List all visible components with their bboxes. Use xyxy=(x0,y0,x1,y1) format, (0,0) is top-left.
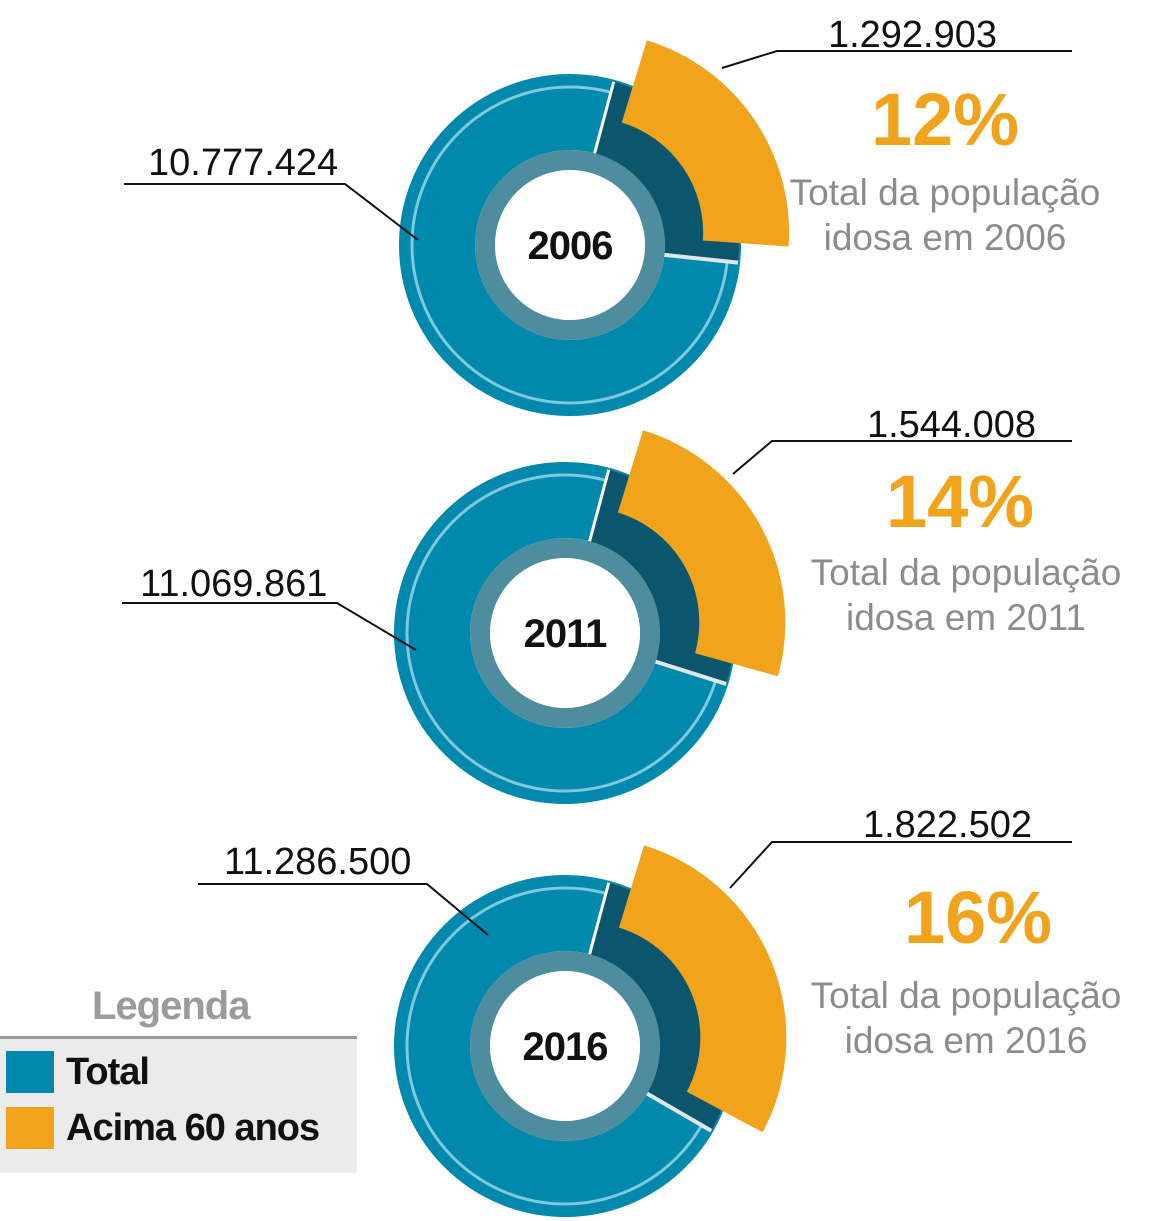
donut-shadow-2011 xyxy=(589,469,734,684)
legend-swatch-total xyxy=(6,1051,54,1093)
value-label-senior-2006: 1.292.903 xyxy=(828,14,997,56)
donut-senior-2011 xyxy=(617,430,786,677)
caption-line-2-2006: idosa em 2006 xyxy=(824,217,1067,258)
value-label-total-2011: 11.069.861 xyxy=(140,563,327,605)
donut-center-2011 xyxy=(490,558,640,708)
leader-total-2011 xyxy=(122,602,417,651)
legend-label-senior: Acima 60 anos xyxy=(66,1106,320,1149)
donut-senior-2006 xyxy=(621,40,790,247)
donut-year-label-2006: 2006 xyxy=(528,224,613,268)
donut-inner-band-2016 xyxy=(470,951,660,1141)
donut-center-2006 xyxy=(495,170,645,320)
caption-line-1-2016: Total da população xyxy=(811,975,1122,1016)
legend-label-total: Total xyxy=(66,1050,150,1093)
donut-center-2016 xyxy=(490,971,640,1121)
leader-senior-2011 xyxy=(732,440,1072,475)
caption-line-1-2011: Total da população xyxy=(811,552,1122,593)
legend-title: Legenda xyxy=(92,984,250,1028)
percent-label-2016: 16% xyxy=(904,876,1052,959)
leader-total-2006 xyxy=(124,183,419,241)
leader-senior-2016 xyxy=(729,841,1072,889)
caption-line-1-2006: Total da população xyxy=(790,172,1101,213)
donut-separator-end-2016 xyxy=(646,1091,713,1133)
donut-year-label-2011: 2011 xyxy=(524,612,608,656)
legend-item-senior: Acima 60 anos xyxy=(6,1106,320,1150)
leader-senior-2006 xyxy=(721,50,1072,69)
legend-box xyxy=(0,1036,357,1173)
donut-separator-end-2011 xyxy=(654,659,727,686)
donut-separator-start-2011 xyxy=(588,469,611,542)
donut-inner-band-2011 xyxy=(470,538,660,728)
leader-total-2016 xyxy=(198,883,489,936)
donut-senior-2016 xyxy=(618,845,787,1133)
percent-label-2006: 12% xyxy=(871,78,1019,161)
legend-swatch-senior xyxy=(6,1107,54,1149)
donut-year-label-2016: 2016 xyxy=(523,1025,608,1069)
caption-line-2-2016: idosa em 2016 xyxy=(845,1020,1088,1061)
value-label-senior-2011: 1.544.008 xyxy=(867,404,1036,446)
value-label-senior-2016: 1.822.502 xyxy=(863,804,1032,846)
caption-line-2-2011: idosa em 2011 xyxy=(846,597,1086,638)
donut-separator-end-2006 xyxy=(664,252,739,265)
value-label-total-2006: 10.777.424 xyxy=(148,142,338,184)
legend-item-total: Total xyxy=(6,1050,150,1094)
donut-separator-start-2016 xyxy=(588,882,611,955)
percent-label-2011: 14% xyxy=(886,460,1034,543)
value-label-total-2016: 11.286.500 xyxy=(224,841,411,883)
donut-separator-start-2006 xyxy=(593,81,616,154)
donut-inner-band-2006 xyxy=(475,150,665,340)
